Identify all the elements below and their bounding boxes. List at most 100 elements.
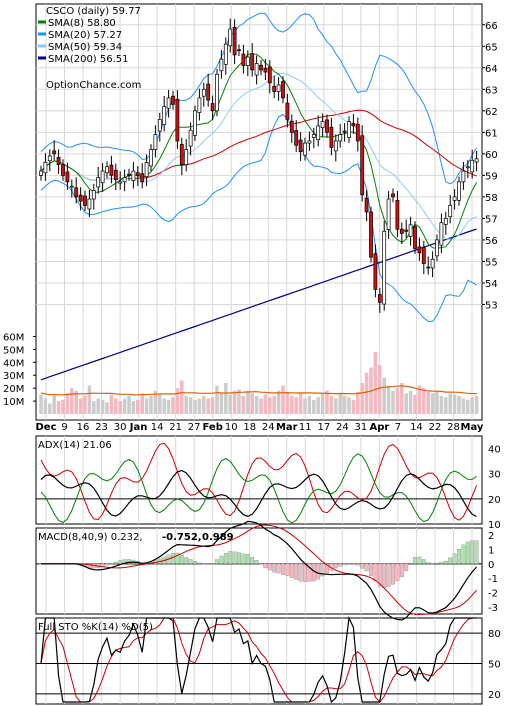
volume-bar (109, 394, 114, 414)
volume-bar (197, 398, 202, 414)
macd-histogram-bar (232, 551, 237, 564)
macd-histogram-bar (184, 557, 189, 564)
macd-histogram-bar (206, 563, 211, 566)
candle-body (135, 172, 140, 176)
volume-bar (65, 393, 70, 414)
candle-body (228, 28, 233, 47)
adx-tick-label: 40 (488, 445, 501, 456)
candle-body (201, 88, 206, 97)
volume-bar (114, 398, 118, 414)
volume-bar (408, 390, 413, 414)
macd-histogram-bar (373, 563, 378, 582)
macd-histogram-bar (272, 563, 277, 573)
macd-histogram-bar (355, 563, 360, 566)
volume-bar (334, 398, 338, 414)
candle-body (373, 253, 378, 290)
sto-panel-frame (35, 617, 483, 705)
macd-histogram-bar (219, 555, 224, 564)
volume-bar (285, 392, 290, 414)
volume-bar (298, 393, 303, 414)
x-tick-label: 9 (61, 422, 67, 433)
sto-tick-label: 50 (488, 660, 501, 671)
y-tick-label: 54 (485, 279, 498, 290)
volume-tick-label: 40M (3, 358, 24, 369)
candle-body (131, 170, 136, 181)
volume-bar (356, 392, 360, 414)
candle-body (272, 85, 277, 92)
candle-body (360, 135, 365, 196)
x-tick-label: 14 (410, 422, 423, 433)
y-tick-label: 64 (485, 64, 498, 75)
volume-bar (39, 394, 43, 414)
macd-histogram-bar (127, 559, 131, 564)
macd-histogram-bar (267, 563, 272, 571)
candle-body (377, 294, 382, 303)
candle-body (364, 197, 369, 213)
candle-body (39, 170, 43, 176)
macd-histogram-bar (210, 563, 215, 565)
macd-tick-label: 0 (488, 560, 494, 571)
volume-bar (166, 399, 171, 414)
candle-body (109, 164, 114, 176)
volume-bar (237, 389, 241, 414)
candle-body (166, 97, 171, 109)
candle-body (316, 125, 321, 141)
candle-body (87, 198, 92, 210)
adx-tick-label: 30 (488, 470, 501, 481)
volume-bar (144, 398, 149, 414)
volume-bar (373, 351, 378, 414)
candle-body (105, 166, 109, 174)
sto-tick-label: 20 (488, 690, 501, 701)
volume-bar (474, 395, 479, 414)
candle-body (74, 187, 79, 198)
macd-histogram-bar (175, 552, 180, 564)
adx-line (40, 469, 477, 518)
macd-histogram-bar (360, 563, 365, 569)
sto-k-line (40, 615, 477, 704)
legend-label: SMA(50) 59.34 (48, 42, 122, 53)
candle-body (435, 239, 439, 257)
volume-bar (430, 393, 435, 414)
candle-body (457, 181, 461, 201)
y-tick-label: 65 (485, 42, 498, 53)
macd-histogram-bar (105, 563, 109, 566)
volume-bar (466, 399, 470, 414)
candle-body (369, 211, 373, 258)
volume-bar (149, 395, 153, 414)
volume-bar (131, 401, 136, 414)
bollinger-lower (40, 113, 477, 322)
volume-bar (272, 395, 276, 414)
volume-average-line (40, 385, 477, 396)
candle-body (263, 67, 268, 73)
candle-body (241, 53, 246, 66)
candle-body (153, 134, 158, 150)
candle-body (303, 142, 307, 156)
candle-body (118, 181, 123, 184)
candle-body (61, 164, 65, 176)
macd-histogram-bar (461, 544, 466, 564)
macd-histogram-bar (364, 563, 369, 572)
candle-body (285, 102, 290, 120)
volume-bar (78, 398, 83, 414)
macd-histogram-bar (382, 563, 387, 588)
volume-bar (52, 395, 56, 414)
macd-histogram-bar (426, 562, 431, 564)
candle-body (399, 228, 404, 234)
macd-histogram-bar (215, 559, 219, 564)
volume-bar (351, 399, 356, 414)
candle-body (421, 247, 426, 264)
volume-bar (171, 397, 175, 414)
sto-label: Full STO %K(14) %D(5) (38, 622, 153, 633)
x-tick-label: Dec (35, 422, 56, 433)
x-tick-label: 24 (336, 422, 349, 433)
volume-bar (188, 397, 193, 414)
volume-bar (268, 397, 272, 414)
volume-bar (96, 398, 100, 414)
volume-bar (162, 398, 166, 414)
volume-bar (202, 395, 206, 414)
volume-bar (448, 393, 452, 414)
macd-signal-line (41, 524, 477, 616)
macd-histogram-bar (237, 552, 241, 564)
y-tick-label: 66 (485, 21, 498, 32)
x-tick-label: 27 (188, 422, 201, 433)
